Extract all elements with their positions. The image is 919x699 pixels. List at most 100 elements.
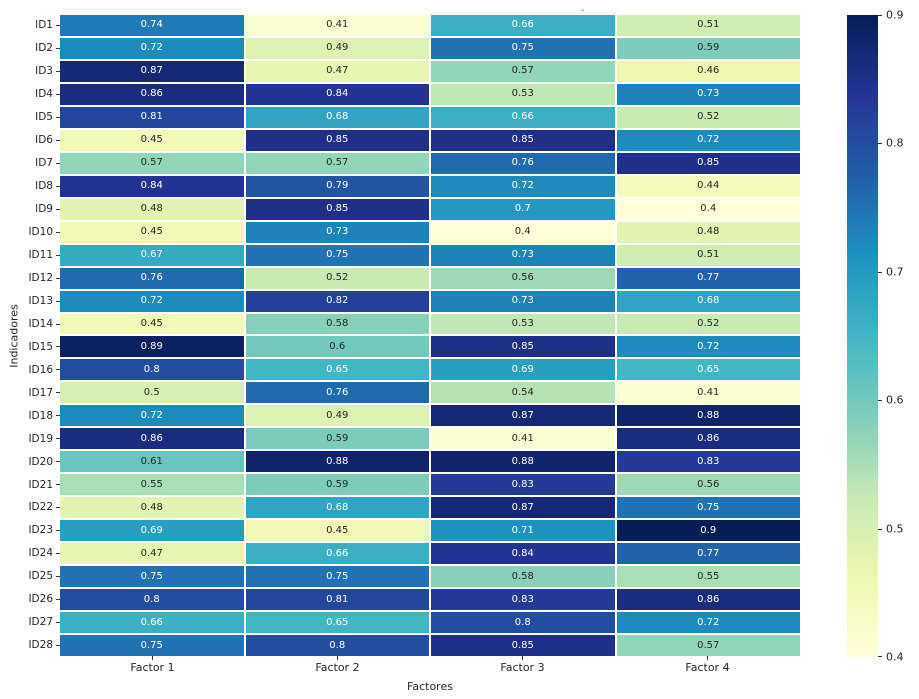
y-tick-id1: ID1 (0, 15, 60, 36)
y-tick-id6: ID6 (0, 130, 60, 151)
cell-ID8-factor3: 0.72 (431, 175, 615, 197)
y-tick-label: ID14 (28, 317, 53, 330)
cell-ID11-factor2: 0.75 (245, 244, 429, 266)
y-tick-mark (56, 346, 60, 348)
x-tick-mark (152, 656, 153, 660)
cell-ID2-factor1: 0.72 (60, 37, 244, 59)
y-tick-mark (56, 70, 60, 72)
cell-ID4-factor4: 0.73 (616, 83, 800, 105)
x-tick-factor2: Factor 2 (245, 656, 430, 674)
y-tick-id5: ID5 (0, 107, 60, 128)
y-tick-mark (56, 208, 60, 210)
y-tick-label: ID5 (35, 111, 53, 124)
cell-ID9-factor1: 0.48 (60, 198, 244, 220)
y-tick-id24: ID24 (0, 543, 60, 564)
y-tick-id27: ID27 (0, 612, 60, 633)
cell-ID23-factor1: 0.69 (60, 520, 244, 542)
cell-ID2-factor4: 0.59 (616, 37, 800, 59)
x-axis-title: Factores (407, 680, 453, 693)
y-tick-mark (56, 530, 60, 532)
y-tick-mark (56, 254, 60, 256)
cell-ID9-factor3: 0.7 (431, 198, 615, 220)
cell-ID15-factor3: 0.85 (431, 336, 615, 358)
y-tick-mark (56, 185, 60, 187)
y-tick-id20: ID20 (0, 451, 60, 472)
colorbar (847, 15, 878, 657)
y-tick-id21: ID21 (0, 474, 60, 495)
cell-ID5-factor1: 0.81 (60, 106, 244, 128)
y-tick-label: ID1 (35, 19, 53, 32)
cell-ID12-factor3: 0.56 (431, 267, 615, 289)
y-tick-label: ID26 (28, 593, 53, 606)
y-tick-id8: ID8 (0, 176, 60, 197)
y-tick-mark (56, 553, 60, 555)
y-tick-mark (56, 93, 60, 95)
cell-ID4-factor1: 0.86 (60, 83, 244, 105)
y-tick-label: ID6 (35, 134, 53, 147)
cell-ID3-factor3: 0.57 (431, 60, 615, 82)
cell-ID14-factor1: 0.45 (60, 313, 244, 335)
cell-ID1-factor3: 0.66 (431, 15, 615, 36)
y-tick-label: ID16 (28, 363, 53, 376)
colorbar-tick-label: 0.5 (886, 522, 904, 536)
y-tick-id22: ID22 (0, 497, 60, 518)
y-tick-mark (56, 461, 60, 463)
y-tick-label: ID13 (28, 294, 53, 307)
cell-ID3-factor1: 0.87 (60, 60, 244, 82)
cell-ID13-factor2: 0.82 (245, 290, 429, 312)
cell-ID8-factor4: 0.44 (616, 175, 800, 197)
cell-ID15-factor1: 0.89 (60, 336, 244, 358)
cell-ID6-factor3: 0.85 (431, 129, 615, 151)
cell-ID25-factor2: 0.75 (245, 566, 429, 588)
cell-ID28-factor2: 0.8 (245, 635, 429, 656)
y-tick-mark (56, 231, 60, 233)
y-tick-label: ID7 (35, 157, 53, 169)
cell-ID18-factor3: 0.87 (431, 405, 615, 427)
cell-ID7-factor2: 0.57 (245, 152, 429, 174)
cell-ID16-factor2: 0.65 (245, 359, 429, 381)
y-tick-id2: ID2 (0, 38, 60, 59)
cell-ID10-factor2: 0.73 (245, 221, 429, 243)
cell-ID21-factor1: 0.55 (60, 474, 244, 496)
cell-ID25-factor4: 0.55 (616, 566, 800, 588)
x-tick-label: Factor 3 (500, 661, 545, 674)
cell-ID23-factor3: 0.71 (431, 520, 615, 542)
cell-ID2-factor3: 0.75 (431, 37, 615, 59)
cell-ID22-factor1: 0.48 (60, 497, 244, 519)
y-tick-mark (56, 47, 60, 49)
cell-ID6-factor2: 0.85 (245, 129, 429, 151)
colorbar-tick-mark (878, 271, 882, 273)
y-tick-id19: ID19 (0, 428, 60, 449)
cell-ID24-factor1: 0.47 (60, 543, 244, 565)
cell-ID27-factor2: 0.65 (245, 612, 429, 634)
cell-ID20-factor4: 0.83 (616, 451, 800, 473)
cell-ID19-factor3: 0.41 (431, 428, 615, 450)
y-tick-label: ID2 (35, 42, 53, 55)
y-tick-label: ID9 (35, 202, 53, 215)
cell-ID10-factor3: 0.4 (431, 221, 615, 243)
y-tick-label: ID18 (28, 409, 53, 422)
cell-ID18-factor4: 0.88 (616, 405, 800, 427)
cell-ID8-factor1: 0.84 (60, 175, 244, 197)
y-tick-id18: ID18 (0, 405, 60, 426)
x-tick-label: Factor 1 (130, 661, 175, 674)
colorbar-tick-label: 0.7 (886, 265, 904, 279)
cell-ID12-factor1: 0.76 (60, 267, 244, 289)
cell-ID10-factor4: 0.48 (616, 221, 800, 243)
y-tick-id16: ID16 (0, 359, 60, 380)
cell-ID26-factor4: 0.86 (616, 589, 800, 611)
cell-ID15-factor2: 0.6 (245, 336, 429, 358)
cell-ID22-factor2: 0.68 (245, 497, 429, 519)
y-tick-id25: ID25 (0, 566, 60, 587)
cell-ID14-factor2: 0.58 (245, 313, 429, 335)
colorbar-tick-label: 0.8 (886, 136, 904, 150)
cell-ID15-factor4: 0.72 (616, 336, 800, 358)
cell-ID6-factor4: 0.72 (616, 129, 800, 151)
cell-ID21-factor3: 0.83 (431, 474, 615, 496)
cell-ID1-factor2: 0.41 (245, 15, 429, 36)
y-tick-mark (56, 392, 60, 394)
y-tick-mark (56, 622, 60, 624)
x-axis-tick-labels: Factor 1 Factor 2 Factor 3 Factor 4 (60, 656, 800, 674)
colorbar-tick-label: 0.9 (886, 8, 904, 22)
cell-ID2-factor2: 0.49 (245, 37, 429, 59)
